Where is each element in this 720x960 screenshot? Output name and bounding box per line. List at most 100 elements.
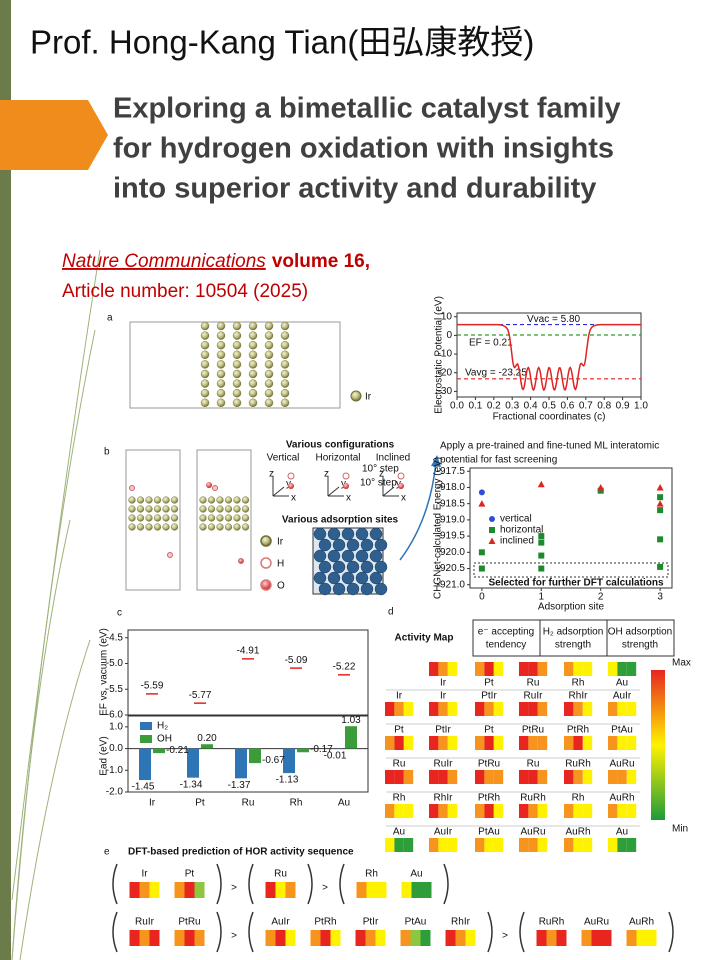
atom (264, 360, 274, 369)
bar (201, 744, 213, 749)
site-atom (374, 538, 388, 552)
atom (264, 398, 274, 407)
cell-label: PtAu (478, 827, 500, 838)
y-axis-label: Electrostatic Potential (eV) (434, 296, 445, 414)
item-label: RhIr (451, 917, 471, 928)
x-tick-label: 0.9 (616, 401, 630, 412)
cell-label: PtRh (478, 793, 500, 804)
color-cell (626, 770, 637, 784)
color-cell (537, 838, 548, 852)
molecule-atom (342, 472, 350, 480)
molecule-atom (397, 472, 405, 480)
cell-label: Au (616, 827, 628, 838)
atom (170, 496, 179, 504)
color-cell (484, 804, 494, 818)
color-cell (528, 702, 538, 716)
bracket-right (216, 863, 222, 905)
color-cell (582, 662, 593, 676)
site-atom (332, 560, 346, 574)
color-cell (528, 804, 538, 818)
site-atom (313, 571, 327, 585)
column-label: Ru (527, 678, 540, 689)
cell-label: RhIr (569, 691, 589, 702)
row-label: Ru (393, 759, 406, 770)
bar (187, 748, 199, 778)
bracket-left (248, 911, 254, 953)
color-cell (447, 736, 458, 750)
color-cell (582, 702, 593, 716)
color-cell (366, 882, 377, 898)
atom (241, 496, 250, 504)
separator: > (322, 883, 328, 894)
color-cell (564, 702, 574, 716)
site-atom (369, 549, 383, 563)
legend-label: Ir (277, 537, 284, 548)
chart-title-line: Apply a pre-trained and fine-tuned ML in… (440, 441, 659, 452)
y-tick-label: 10 (441, 311, 453, 322)
atom (232, 360, 242, 369)
color-cell (582, 736, 593, 750)
color-cell (429, 770, 439, 784)
point (597, 483, 605, 491)
separator: > (502, 931, 508, 942)
atom (216, 496, 224, 504)
color-cell (519, 736, 529, 750)
journal: Nature Communications (62, 251, 266, 272)
site-atom (332, 582, 346, 596)
y-tick-label: 0.0 (109, 743, 123, 754)
atom (128, 505, 136, 513)
color-cell (573, 702, 583, 716)
atom (216, 321, 226, 331)
atom (216, 331, 226, 340)
column-label: Pt (484, 678, 494, 689)
colorbar (651, 670, 665, 820)
atom (232, 369, 242, 379)
color-cell (484, 662, 494, 676)
site-atom (327, 571, 341, 585)
cell-label: RuRh (520, 793, 546, 804)
color-cell (129, 930, 140, 946)
atom (200, 331, 210, 340)
color-cell (564, 736, 574, 750)
atom (224, 505, 233, 513)
chart-title-line: potential for fast screening (440, 455, 557, 466)
color-cell (445, 930, 456, 946)
bracket-left (112, 911, 118, 953)
color-cell (617, 662, 627, 676)
y-tick-label: -921.0 (437, 579, 466, 590)
color-cell (617, 770, 627, 784)
atom (216, 514, 224, 522)
cell-label: PtIr (435, 725, 451, 736)
atom (200, 398, 210, 407)
site-atom (360, 582, 374, 596)
axis-triad (272, 476, 289, 497)
x-tick-label: 0.4 (524, 401, 538, 412)
subtitle-line: for hydrogen oxidation with insights (113, 133, 614, 165)
x-tick-label: 0 (479, 592, 485, 603)
color-cell (546, 930, 557, 946)
separator: > (231, 931, 237, 942)
atom (128, 523, 136, 531)
color-cell (591, 930, 602, 946)
legend-label: H₂ (157, 721, 168, 732)
atom (216, 379, 226, 388)
x-tick-label: 0.6 (560, 401, 574, 412)
cell-label: RhIr (434, 793, 454, 804)
cell-label: PtIr (481, 691, 497, 702)
color-cell (139, 930, 150, 946)
cell-label: Pt (484, 725, 494, 736)
color-cell (465, 930, 476, 946)
color-cell (356, 882, 367, 898)
value-label: -5.09 (285, 655, 308, 666)
value-label: 1.03 (341, 715, 361, 726)
atom (248, 341, 258, 350)
citation-line: Nature Communications volume 16, (62, 251, 370, 272)
atom (264, 321, 274, 331)
x-tick-label: 0.7 (579, 401, 593, 412)
color-cell (519, 662, 529, 676)
color-cell (484, 736, 494, 750)
color-cell (626, 736, 637, 750)
value-label: -0.01 (324, 750, 347, 761)
legend-atom (260, 535, 272, 547)
site-atom (369, 571, 383, 585)
